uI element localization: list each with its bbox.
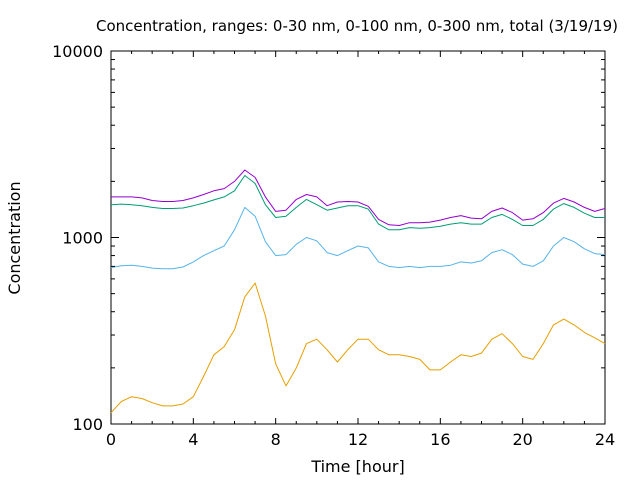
y-tick-label: 10000	[52, 42, 103, 61]
plot-frame	[110, 50, 606, 425]
x-axis-title: Time [hour]	[310, 457, 404, 476]
x-tick-label: 16	[430, 430, 450, 449]
series-line-1	[110, 282, 606, 414]
series-line-2	[110, 206, 606, 270]
series-line-4	[111, 169, 606, 226]
x-tick-label: 24	[595, 430, 615, 449]
x-tick-label: 12	[348, 430, 368, 449]
x-tick-label: 8	[271, 430, 281, 449]
series-line-3	[110, 175, 605, 231]
y-axis: 100 1000 10000	[52, 42, 605, 434]
x-tick-label: 4	[188, 430, 198, 449]
x-tick-label: 0	[106, 430, 116, 449]
y-axis-title: Concentration	[5, 181, 24, 294]
series-layer	[110, 169, 606, 414]
plot-area: 0 4 8 12 16 20 24 100 1000 10000	[52, 42, 615, 449]
x-tick-label: 20	[512, 430, 532, 449]
chart-title: Concentration, ranges: 0-30 nm, 0-100 nm…	[96, 17, 618, 35]
x-axis: 0 4 8 12 16 20 24	[106, 51, 615, 449]
y-tick-label: 100	[72, 415, 103, 434]
y-tick-label: 1000	[62, 229, 103, 248]
